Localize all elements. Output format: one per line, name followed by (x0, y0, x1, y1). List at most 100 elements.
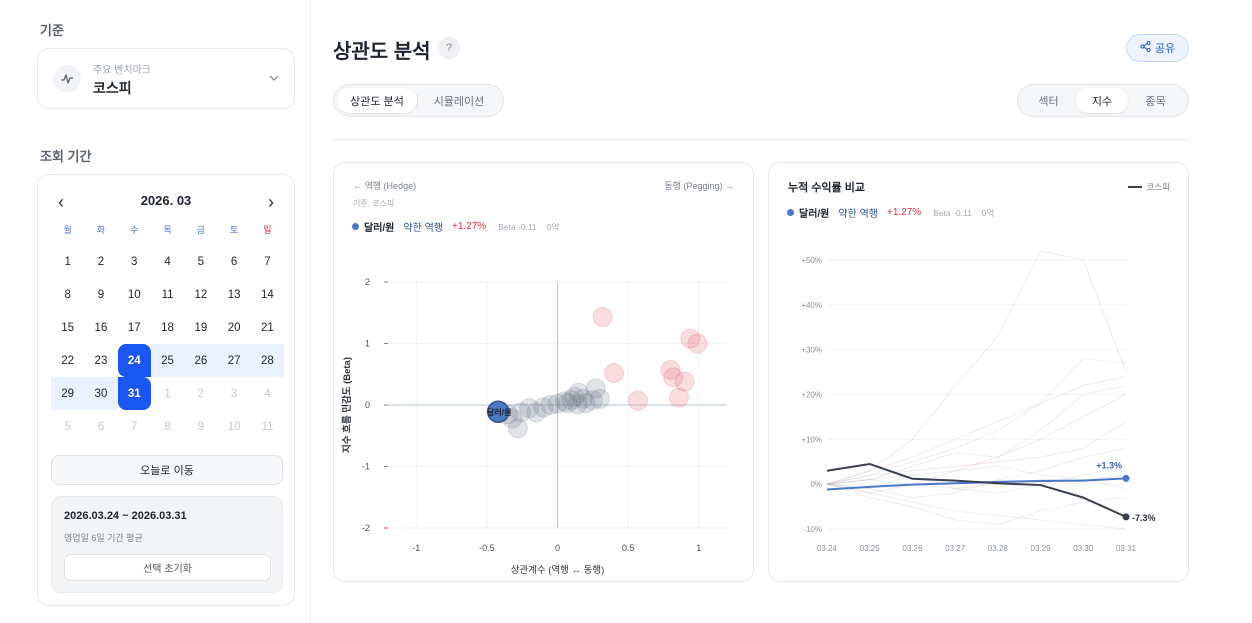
calendar-day[interactable]: 28 (250, 344, 285, 377)
item-beta: Beta -0.11 (498, 221, 537, 232)
chevron-down-icon (268, 71, 280, 89)
x-tick-label: 03.26 (902, 544, 923, 553)
calendar-day[interactable]: 1 (164, 387, 171, 400)
calendar-day[interactable]: 8 (64, 288, 71, 301)
calendar-day[interactable]: 16 (94, 321, 108, 334)
calendar-day[interactable]: 3 (131, 255, 138, 268)
x-tick-label: 03.29 (1031, 544, 1052, 553)
x-tick-label: 03.24 (817, 544, 838, 553)
calendar-day[interactable]: 11 (261, 420, 274, 433)
calendar-day[interactable]: 15 (61, 321, 75, 334)
scatter-point (674, 371, 695, 392)
period-section-title: 조회 기간 (40, 149, 92, 164)
help-icon[interactable]: ? (438, 37, 460, 59)
selected-item-row[interactable]: 달러/원 약한 역행 +1.27% Beta -0.11 0억 (787, 205, 1004, 220)
background-series-line (826, 483, 1127, 530)
calendar-day[interactable]: 21 (261, 321, 274, 334)
background-series-line (826, 483, 1127, 526)
calendar-day[interactable]: 31 (117, 377, 151, 410)
tab-divider (417, 93, 418, 108)
calendar-day[interactable]: 6 (97, 420, 105, 433)
x-tick-label: 03.30 (1073, 544, 1094, 553)
series-dot (352, 223, 359, 230)
background-series-line (826, 394, 1127, 494)
y-tick-label: +50% (801, 256, 822, 265)
calendar-day[interactable]: 2 (197, 387, 205, 400)
scatter-point (533, 397, 554, 418)
selected-item-row[interactable]: 달러/원 약한 역행 +1.27% Beta -0.11 0억 (352, 219, 569, 234)
calendar-day[interactable]: 9 (97, 288, 105, 301)
calendar-day[interactable]: 30 (84, 377, 118, 410)
calendar-day[interactable]: 26 (184, 344, 218, 377)
calendar-day[interactable]: 24 (117, 344, 151, 377)
share-button[interactable]: 공유 (1126, 34, 1189, 62)
calendar-day[interactable]: 1 (64, 255, 71, 268)
y-tick-label: +20% (801, 391, 822, 400)
x-tick-label: 03.31 (1116, 544, 1137, 553)
y-tick-label: +10% (801, 435, 822, 444)
calendar-day[interactable]: 25 (150, 344, 185, 377)
tab-sector[interactable]: 섹터 (1038, 95, 1059, 108)
calendar-day[interactable]: 4 (264, 387, 271, 400)
calendar-day[interactable]: 20 (227, 321, 241, 334)
calendar-day[interactable]: 12 (194, 288, 208, 301)
bench-legend-label: 코스피 (1146, 182, 1170, 192)
weekday-label: 월 (63, 225, 72, 235)
calendar-day[interactable]: 5 (197, 255, 205, 268)
calendar-day[interactable]: 29 (51, 377, 85, 410)
item-tag: 약한 역행 (403, 223, 443, 234)
item-name: 달러/원 (799, 209, 830, 220)
calendar-day[interactable]: 13 (227, 288, 241, 301)
tab-simulation[interactable]: 시뮬레이션 (433, 95, 485, 108)
calendar-day[interactable]: 27 (217, 344, 251, 377)
scatter-point (660, 359, 681, 380)
divider (333, 139, 1189, 140)
scatter-point (575, 393, 596, 414)
cumulative-return-card: 누적 수익률 비교 코스피 달러/원 약한 역행 +1.27% Beta -0.… (768, 162, 1189, 582)
tab-index[interactable]: 지수 (1076, 88, 1128, 113)
scatter-point (547, 393, 568, 414)
y-tick-label: -1 (362, 462, 370, 472)
today-button[interactable]: 오늘로 이동 (51, 455, 283, 485)
calendar-day[interactable]: 3 (230, 387, 238, 400)
scatter-point (540, 395, 561, 415)
x-tick-label: 03.28 (988, 544, 1009, 553)
scatter-point (680, 328, 701, 349)
benchmark-select[interactable]: 주요 벤치마크 코스피 (37, 48, 295, 109)
calendar-day[interactable]: 7 (264, 255, 271, 268)
scatter-point (585, 378, 606, 399)
calendar-day[interactable]: 8 (164, 420, 171, 433)
scatter-point (687, 333, 708, 354)
tab-correlation[interactable]: 상관도 분석 (337, 88, 417, 113)
chevron-left-icon[interactable]: ‹ (58, 192, 64, 212)
reset-selection-button[interactable]: 선택 초기화 (64, 554, 271, 581)
scatter-point (572, 388, 593, 409)
calendar-day[interactable]: 4 (164, 255, 171, 268)
calendar-day[interactable]: 22 (61, 354, 75, 367)
calendar-day[interactable]: 10 (227, 420, 241, 433)
calendar-day[interactable]: 6 (230, 255, 238, 268)
calendar-day[interactable]: 10 (127, 288, 141, 301)
hedge-label: ← 역행 (Hedge) (353, 181, 417, 191)
calendar-day[interactable]: 14 (261, 288, 274, 301)
calendar-day[interactable]: 9 (197, 420, 205, 433)
calendar-day[interactable]: 2 (97, 255, 105, 268)
calendar-day[interactable]: 23 (94, 354, 108, 367)
background-series-line (826, 447, 1127, 499)
calendar-day[interactable]: 11 (161, 288, 174, 301)
share-label: 공유 (1154, 43, 1176, 55)
line-chart: +50% +40% +30% +20% +10% 0% -10% 03.24 03.25 03.2… (801, 250, 1156, 553)
calendar-day[interactable]: 5 (64, 420, 71, 433)
y-tick-label: +30% (801, 346, 822, 355)
scatter-point (557, 393, 578, 414)
calendar-day[interactable]: 18 (161, 321, 174, 334)
chevron-right-icon[interactable]: › (268, 192, 274, 212)
background-series-line (826, 358, 1127, 485)
calendar-day[interactable]: 17 (127, 321, 141, 334)
calendar-day[interactable]: 19 (194, 321, 208, 334)
weekday-label: 목 (163, 225, 172, 235)
scatter-point (568, 382, 589, 403)
calendar-day[interactable]: 7 (131, 420, 138, 433)
tab-stock[interactable]: 종목 (1145, 95, 1166, 108)
